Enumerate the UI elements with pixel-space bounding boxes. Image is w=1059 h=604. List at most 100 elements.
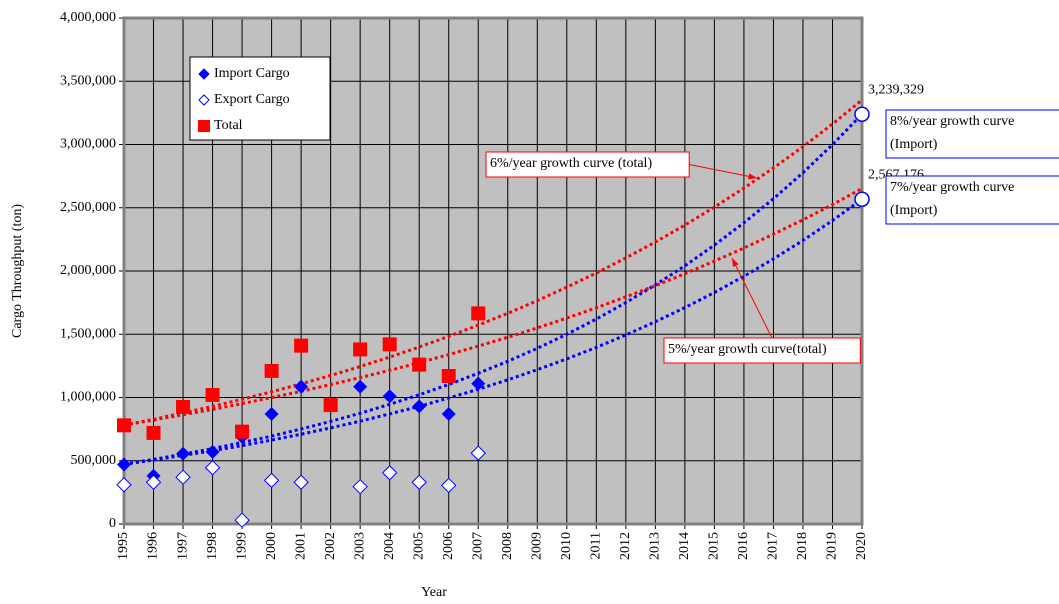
marker [204,460,221,476]
x-tick-label: 2007 [470,532,485,560]
end-label: 3,239,329 [868,82,924,97]
y-tick-label: 2,000,000 [60,263,116,278]
annotation-text: (Import) [890,137,938,152]
x-tick-label: 1998 [205,532,220,560]
x-tick-label: 2008 [500,532,515,560]
marker [205,387,220,402]
x-tick-label: 2018 [795,532,810,560]
annotation-text: 7%/year growth curve [890,180,1014,195]
marker [263,472,280,489]
x-tick-label: 2005 [411,532,426,560]
x-tick-label: 2000 [264,532,279,560]
annotation-text: (Import) [890,203,938,218]
marker [175,469,191,485]
legend-label: Total [214,118,243,133]
x-tick-label: 2016 [736,532,751,560]
x-tick-label: 2015 [707,532,722,560]
marker [264,406,279,421]
marker [293,474,309,490]
marker [412,357,427,372]
marker [117,418,131,433]
y-axis-title: Cargo Throughput (ton) [10,204,25,338]
plot-border [122,16,864,526]
x-tick-label: 2013 [648,532,663,560]
arrow-head [748,173,757,180]
trend-curve [123,98,863,427]
marker [382,337,397,352]
marker [381,465,398,481]
x-tick-label: 2017 [766,532,781,560]
x-tick-label: 1999 [234,532,249,560]
marker [441,406,456,421]
marker [471,306,486,321]
marker [235,424,250,439]
x-tick-label: 2014 [677,532,692,560]
y-tick-label: 1,500,000 [60,326,116,341]
x-axis-title: Year [421,585,447,600]
y-tick-label: 1,000,000 [60,390,116,405]
marker [353,379,368,394]
marker [264,363,279,378]
marker [234,512,250,528]
y-tick-label: 3,500,000 [60,73,116,88]
marker [352,478,368,495]
legend: Import Cargo Export Cargo Total [189,56,331,141]
marker [382,389,397,404]
x-tick-label: 2011 [589,532,604,559]
annotation: 8%/year growth curve (Import) [885,109,1059,159]
annotation: 6%/year growth curve (total) [485,151,758,180]
x-tick-label: 2002 [323,532,338,560]
legend-marker [198,68,210,80]
x-tick-label: 2003 [352,532,367,560]
x-tick-label: 2012 [618,532,633,560]
arrow-head [732,258,739,267]
annotation: 5%/year growth curve(total) [663,257,861,364]
annotation-box [663,337,861,364]
x-tick-label: 1996 [146,532,161,560]
legend-label: Export Cargo [214,92,290,107]
y-tick-label: 500,000 [71,453,117,468]
marker [176,446,191,461]
end-point [854,106,870,122]
marker [176,399,191,414]
annotation-box [885,175,1059,225]
y-tick-label: 4,000,000 [60,10,116,25]
legend-box [189,56,331,141]
x-tick-label: 1995 [116,532,131,560]
x-tick-label: 2020 [854,532,869,560]
y-tick-label: 0 [109,516,116,531]
x-tick-label: 1997 [175,532,190,560]
x-tick-label: 2010 [559,532,574,560]
x-tick-label: 2001 [293,532,308,560]
marker [353,342,368,357]
marker [117,457,131,472]
marker [411,474,427,490]
annotation-arrow [731,257,773,339]
marker [205,444,220,459]
annotation-text: 6%/year growth curve (total) [490,156,652,171]
marker [146,425,161,440]
y-tick-label: 3,000,000 [60,137,116,152]
marker [470,445,486,461]
annotation-text: 8%/year growth curve [890,114,1014,129]
end-point [854,191,870,208]
marker [116,477,132,493]
annotation: 7%/year growth curve (Import) [885,175,1059,225]
y-tick-label: 2,500,000 [60,200,116,215]
marker [441,368,456,383]
annotation-arrow [689,164,758,179]
marker [412,399,427,414]
legend-marker [198,120,210,132]
legend-marker [198,94,210,106]
marker [145,474,162,490]
x-tick-label: 2019 [825,532,840,560]
marker [294,379,309,394]
marker [471,376,486,391]
trend-curve [123,113,864,466]
x-tick-label: 2006 [441,532,456,560]
marker [323,398,338,413]
annotation-text: 5%/year growth curve(total) [668,342,827,357]
marker [294,338,309,353]
legend-label: Import Cargo [214,66,290,81]
